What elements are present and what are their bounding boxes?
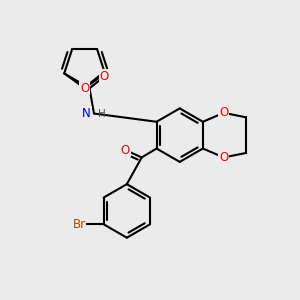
- Text: O: O: [219, 151, 228, 164]
- Text: H: H: [98, 109, 106, 119]
- Text: O: O: [80, 82, 89, 95]
- Text: N: N: [82, 107, 91, 120]
- Text: Br: Br: [73, 218, 86, 231]
- Text: O: O: [219, 106, 228, 119]
- Text: O: O: [100, 70, 109, 83]
- Text: O: O: [121, 143, 130, 157]
